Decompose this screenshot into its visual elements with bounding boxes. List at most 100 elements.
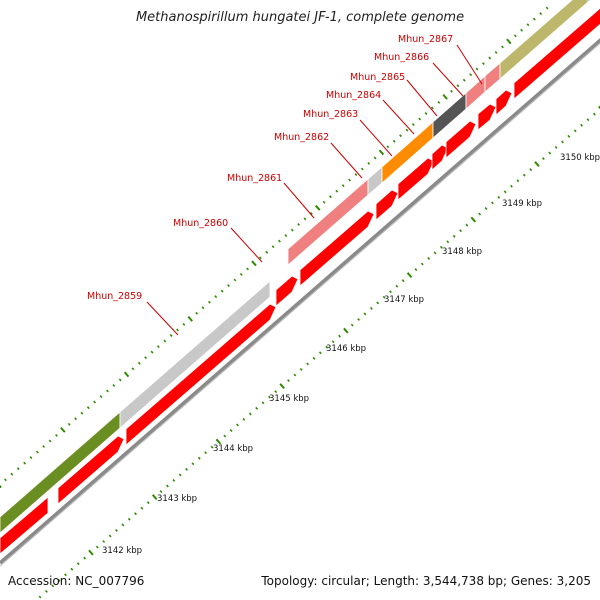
minor-tick bbox=[373, 156, 377, 160]
gene-label[interactable]: Mhun_2866 bbox=[374, 52, 429, 63]
gene-label[interactable]: Mhun_2861 bbox=[227, 173, 282, 184]
cds-arrow bbox=[275, 275, 299, 307]
kbp-label: 3147 kbp bbox=[384, 295, 424, 305]
minor-tick bbox=[163, 339, 167, 343]
leader-line bbox=[146, 301, 179, 336]
minor-tick bbox=[567, 134, 571, 138]
gene-label[interactable]: Mhun_2860 bbox=[173, 218, 228, 229]
minor-tick bbox=[526, 23, 530, 27]
minor-tick bbox=[131, 367, 135, 371]
minor-tick bbox=[297, 223, 300, 226]
major-tick bbox=[279, 383, 285, 390]
minor-tick bbox=[95, 545, 99, 549]
minor-tick bbox=[424, 112, 428, 115]
minor-tick bbox=[208, 300, 211, 304]
leader-line bbox=[432, 62, 464, 97]
major-tick bbox=[343, 327, 349, 334]
gene-label[interactable]: Mhun_2865 bbox=[350, 72, 405, 83]
cog-band bbox=[0, 0, 591, 534]
cds-arrow bbox=[299, 210, 375, 287]
minor-tick bbox=[159, 490, 163, 494]
minor-tick bbox=[414, 268, 418, 272]
cog-segment-light-gray bbox=[119, 280, 271, 429]
minor-tick bbox=[331, 340, 335, 344]
minor-tick bbox=[172, 478, 176, 482]
minor-tick bbox=[501, 45, 504, 49]
minor-tick bbox=[246, 267, 249, 271]
minor-tick bbox=[178, 473, 182, 477]
cds-arrow bbox=[513, 7, 600, 100]
minor-tick bbox=[357, 318, 360, 321]
minor-tick bbox=[497, 195, 501, 199]
major-tick bbox=[378, 149, 385, 156]
cds-track bbox=[0, 7, 600, 555]
cog-segment-blue bbox=[587, 0, 591, 3]
minor-tick bbox=[592, 112, 596, 116]
minor-tick bbox=[80, 411, 84, 415]
minor-tick bbox=[437, 100, 441, 104]
leader-lines bbox=[146, 44, 483, 336]
minor-tick bbox=[271, 245, 275, 249]
minor-tick bbox=[399, 134, 402, 138]
kbp-label: 3149 kbp bbox=[502, 199, 542, 209]
cds-arrow bbox=[57, 435, 125, 505]
minor-tick bbox=[462, 78, 466, 82]
major-tick bbox=[506, 38, 512, 45]
minor-tick bbox=[287, 379, 290, 383]
cog-segment-pink-3 bbox=[484, 62, 501, 93]
minor-tick bbox=[427, 256, 431, 260]
minor-tick bbox=[274, 390, 278, 394]
major-tick bbox=[534, 161, 540, 168]
gene-label[interactable]: Mhun_2863 bbox=[303, 109, 358, 120]
kbp-labels: 3142 kbp 3143 kbp 3144 kbp 3145 kbp 3146… bbox=[102, 153, 600, 556]
cds-arrow bbox=[495, 89, 513, 116]
minor-tick bbox=[197, 456, 201, 460]
minor-tick bbox=[309, 211, 313, 215]
cog-segment-khaki bbox=[499, 0, 589, 80]
minor-tick bbox=[86, 406, 90, 410]
minor-tick bbox=[64, 573, 67, 577]
major-tick bbox=[215, 438, 222, 445]
gene-label[interactable]: Mhun_2864 bbox=[326, 90, 381, 101]
minor-tick bbox=[510, 184, 513, 188]
minor-tick bbox=[338, 334, 341, 338]
minor-tick bbox=[306, 362, 309, 366]
minor-tick bbox=[220, 289, 224, 293]
minor-tick bbox=[210, 445, 214, 449]
minor-tick bbox=[10, 472, 14, 476]
minor-tick bbox=[367, 161, 371, 165]
major-tick bbox=[187, 315, 193, 322]
minor-tick bbox=[290, 228, 294, 232]
leader-line bbox=[456, 44, 483, 85]
minor-tick bbox=[360, 167, 364, 171]
major-tick bbox=[88, 549, 94, 556]
minor-tick bbox=[239, 272, 243, 276]
minor-tick bbox=[516, 179, 520, 183]
minor-tick bbox=[284, 234, 288, 238]
minor-tick bbox=[48, 439, 52, 443]
minor-tick bbox=[586, 118, 590, 122]
gene-label[interactable]: Mhun_2862 bbox=[274, 132, 329, 143]
kbp-label: 3150 kbp bbox=[560, 153, 600, 163]
minor-tick bbox=[561, 140, 564, 144]
accession-text: Accession: NC_007796 bbox=[8, 574, 145, 588]
gene-label[interactable]: Mhun_2859 bbox=[87, 291, 142, 302]
minor-tick bbox=[134, 512, 138, 516]
cog-segment-pink-2 bbox=[465, 75, 486, 110]
kbp-label: 3146 kbp bbox=[326, 344, 366, 354]
major-tick bbox=[598, 105, 600, 110]
minor-tick bbox=[548, 151, 552, 155]
minor-tick bbox=[182, 322, 186, 326]
gene-label[interactable]: Mhun_2867 bbox=[398, 34, 453, 45]
minor-tick bbox=[433, 251, 437, 255]
minor-tick bbox=[450, 89, 453, 93]
cds-arrow bbox=[477, 103, 497, 131]
major-tick bbox=[314, 204, 321, 211]
minor-tick bbox=[137, 361, 141, 365]
minor-tick bbox=[335, 189, 339, 193]
minor-tick bbox=[469, 73, 473, 77]
minor-tick bbox=[169, 334, 173, 337]
minor-tick bbox=[395, 284, 399, 288]
backbone-line bbox=[0, 38, 600, 565]
